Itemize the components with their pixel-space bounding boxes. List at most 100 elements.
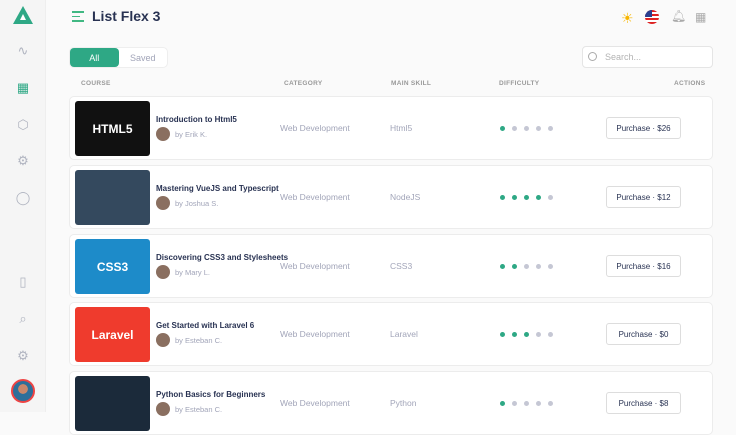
difficulty-dot	[524, 332, 529, 337]
settings-icon[interactable]: ⚙	[17, 348, 29, 363]
activity-icon[interactable]: ∿	[17, 43, 29, 58]
course-skill: NodeJS	[390, 192, 421, 202]
course-skill: CSS3	[390, 261, 413, 271]
difficulty-dot	[536, 401, 541, 406]
course-category: Web Development	[280, 261, 350, 271]
thumbnail-text: CSS3	[96, 259, 129, 274]
course-author: by Mary L.	[175, 267, 211, 277]
column-header-category: CATEGORY	[284, 80, 323, 87]
course-category: Web Development	[280, 123, 350, 133]
author-avatar	[156, 265, 170, 279]
difficulty-rating	[500, 332, 553, 337]
course-skill: Laravel	[390, 329, 418, 339]
box-icon[interactable]: ⬡	[17, 117, 29, 132]
menu-icon[interactable]	[72, 11, 84, 25]
sidebar: ∿ ▦ ⬡ ⚙ ◯ ▯ ⌕ ⚙	[0, 0, 46, 412]
author-avatar	[156, 402, 170, 416]
thumbnail-text: Laravel	[91, 327, 134, 342]
apps-icon[interactable]: ▦	[695, 10, 707, 24]
purchase-button[interactable]: Purchase · $16	[606, 255, 681, 277]
course-thumbnail[interactable]	[75, 170, 150, 225]
column-header-course: COURSE	[81, 80, 111, 87]
course-author: by Joshua S.	[175, 198, 219, 208]
purchase-button[interactable]: Purchase · $8	[606, 392, 681, 414]
course-author: by Esteban C.	[175, 404, 223, 414]
thumbnail-text: HTML5	[92, 121, 133, 136]
course-author: by Erik K.	[175, 129, 208, 139]
bell-icon[interactable]: 🔔︎	[671, 9, 687, 23]
course-category: Web Development	[280, 398, 350, 408]
difficulty-dot	[524, 195, 529, 200]
difficulty-dot	[536, 332, 541, 337]
difficulty-dot	[548, 332, 553, 337]
course-title[interactable]: Discovering CSS3 and Stylesheets	[156, 253, 289, 262]
column-header-actions: ACTIONS	[674, 80, 706, 87]
difficulty-rating	[500, 264, 553, 269]
difficulty-dot	[536, 264, 541, 269]
difficulty-rating	[500, 195, 553, 200]
difficulty-rating	[500, 126, 553, 131]
search-icon[interactable]: ⌕	[19, 311, 27, 326]
page-title: List Flex 3	[92, 8, 161, 24]
sidebar-toggle-icon[interactable]: ▯	[19, 274, 27, 289]
course-author: by Esteban C.	[175, 335, 223, 345]
difficulty-dot	[524, 264, 529, 269]
course-skill: Python	[390, 398, 417, 408]
difficulty-dot	[524, 401, 529, 406]
difficulty-dot	[500, 126, 505, 131]
search-input[interactable]: Search...	[582, 46, 713, 68]
course-row: Mastering VueJS and Typescript by Joshua…	[69, 165, 713, 229]
difficulty-dot	[524, 126, 529, 131]
message-icon[interactable]: ◯	[15, 190, 31, 205]
course-title[interactable]: Introduction to Html5	[156, 115, 237, 124]
course-thumbnail[interactable]: Laravel	[75, 307, 150, 362]
logo-icon[interactable]	[13, 6, 33, 24]
purchase-button[interactable]: Purchase · $12	[606, 186, 681, 208]
difficulty-rating	[500, 401, 553, 406]
course-title[interactable]: Mastering VueJS and Typescript	[156, 184, 279, 193]
grid-icon[interactable]: ▦	[16, 80, 30, 95]
course-row: Python Basics for Beginners by Esteban C…	[69, 371, 713, 435]
search-icon	[588, 52, 597, 61]
filter-tabs: All Saved	[69, 47, 168, 68]
difficulty-dot	[512, 332, 517, 337]
tab-saved[interactable]: Saved	[129, 52, 156, 63]
difficulty-dot	[548, 264, 553, 269]
course-row: Laravel Get Started with Laravel 6 by Es…	[69, 302, 713, 366]
difficulty-dot	[512, 126, 517, 131]
cpu-icon[interactable]: ⚙	[17, 153, 29, 168]
course-skill: Html5	[390, 123, 413, 133]
tab-all[interactable]: All	[70, 48, 119, 67]
column-header-main-skill: MAIN SKILL	[391, 80, 432, 87]
user-avatar[interactable]	[11, 379, 35, 403]
difficulty-dot	[536, 195, 541, 200]
course-thumbnail[interactable]: HTML5	[75, 101, 150, 156]
difficulty-dot	[548, 195, 553, 200]
column-header-difficulty: DIFFICULTY	[499, 80, 540, 87]
difficulty-dot	[512, 195, 517, 200]
difficulty-dot	[500, 332, 505, 337]
difficulty-dot	[500, 264, 505, 269]
difficulty-dot	[548, 126, 553, 131]
course-title[interactable]: Python Basics for Beginners	[156, 390, 266, 399]
difficulty-dot	[512, 401, 517, 406]
difficulty-dot	[500, 401, 505, 406]
difficulty-dot	[500, 195, 505, 200]
author-avatar	[156, 333, 170, 347]
course-thumbnail[interactable]	[75, 376, 150, 431]
difficulty-dot	[512, 264, 517, 269]
course-title[interactable]: Get Started with Laravel 6	[156, 321, 255, 330]
author-avatar	[156, 127, 170, 141]
us-flag-icon[interactable]	[645, 10, 659, 24]
course-row: CSS3 Discovering CSS3 and Stylesheets by…	[69, 234, 713, 298]
purchase-button[interactable]: Purchase · $0	[606, 323, 681, 345]
course-thumbnail[interactable]: CSS3	[75, 239, 150, 294]
course-row: HTML5 Introduction to Html5 by Erik K. W…	[69, 96, 713, 160]
course-category: Web Development	[280, 329, 350, 339]
difficulty-dot	[536, 126, 541, 131]
purchase-button[interactable]: Purchase · $26	[606, 117, 681, 139]
difficulty-dot	[548, 401, 553, 406]
author-avatar	[156, 196, 170, 210]
course-category: Web Development	[280, 192, 350, 202]
sun-icon[interactable]: ☀	[621, 10, 634, 26]
